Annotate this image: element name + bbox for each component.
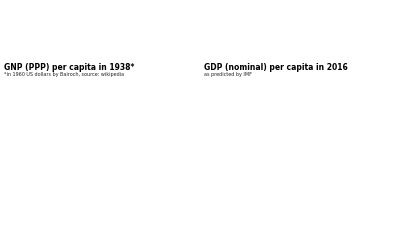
Text: as predicted by IMF: as predicted by IMF bbox=[204, 72, 252, 77]
Text: GDP (nominal) per capita in 2016: GDP (nominal) per capita in 2016 bbox=[204, 63, 348, 72]
Text: *in 1960 US dollars by Bairoch, source: wikipedia: *in 1960 US dollars by Bairoch, source: … bbox=[4, 72, 124, 77]
Text: GNP (PPP) per capita in 1938*: GNP (PPP) per capita in 1938* bbox=[4, 63, 134, 72]
